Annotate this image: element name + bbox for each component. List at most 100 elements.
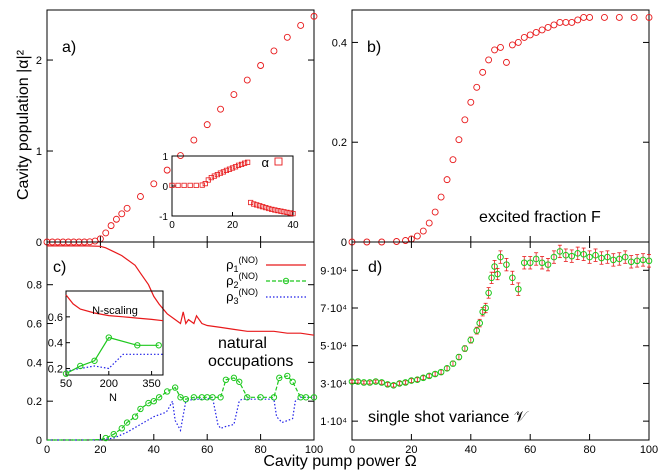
data-point xyxy=(479,68,487,76)
rho2-point xyxy=(155,394,163,401)
y-tick-label: 0.4 xyxy=(27,357,42,369)
rho2-point xyxy=(102,434,109,442)
data-point xyxy=(532,255,540,263)
data-point xyxy=(604,253,611,261)
x-tick-label: 60 xyxy=(201,444,213,456)
data-point xyxy=(243,76,251,84)
inset-data-point xyxy=(208,174,214,181)
data-point xyxy=(616,255,623,263)
rho2-point xyxy=(182,396,190,403)
inset-data-point xyxy=(266,205,272,212)
inset-data-point xyxy=(275,207,281,214)
x-tick-label: 0 xyxy=(44,444,50,456)
inset-y-tick-label: 0.2 xyxy=(48,364,63,376)
rho2-point xyxy=(190,394,198,401)
data-point xyxy=(230,91,238,99)
data-point xyxy=(473,327,481,334)
x-tick-label: 80 xyxy=(254,444,266,456)
data-point xyxy=(402,237,409,244)
data-point xyxy=(378,379,386,386)
inset-data-point xyxy=(226,166,233,172)
inset-y-tick-label: 1 xyxy=(162,152,168,163)
panel-d-annotation: single shot variance 𝒱 xyxy=(368,409,530,426)
inset-y-tick-label: 0 xyxy=(162,182,168,193)
rho2-point xyxy=(110,430,117,438)
panel-b-annotation: excited fraction F xyxy=(479,209,601,226)
data-point xyxy=(414,376,421,383)
rho2-point xyxy=(244,394,251,401)
y-tick-label: 0.2 xyxy=(27,396,42,408)
inset-data-point xyxy=(238,161,245,167)
inset-data-point xyxy=(202,180,208,187)
data-point xyxy=(580,14,588,21)
data-point xyxy=(443,365,451,372)
inset-rho2-point xyxy=(155,342,162,349)
inset-x-label: N xyxy=(109,392,117,404)
y-tick-label: 0 xyxy=(36,435,42,447)
inset-data-point xyxy=(235,162,242,168)
data-point xyxy=(502,58,510,66)
data-point xyxy=(503,261,510,268)
data-point xyxy=(630,14,638,21)
data-point xyxy=(550,253,558,261)
rho2-point xyxy=(163,388,171,395)
data-point xyxy=(425,219,433,227)
rho2-line xyxy=(47,375,314,441)
data-point xyxy=(520,33,528,41)
inset-rho2-point xyxy=(105,334,112,341)
data-point xyxy=(455,353,463,361)
legend-subscript: 2 xyxy=(233,280,238,290)
data-point xyxy=(556,19,564,26)
data-point xyxy=(526,259,534,267)
panel-b-label: b) xyxy=(367,39,381,56)
data-point xyxy=(390,382,397,389)
panel-c-label: c) xyxy=(53,259,66,276)
data-point xyxy=(150,180,158,188)
data-point xyxy=(586,14,594,21)
data-point xyxy=(562,19,570,26)
inset-data-point xyxy=(220,169,227,175)
data-point xyxy=(538,26,546,34)
data-point xyxy=(497,43,504,51)
y-tick-label: 0 xyxy=(341,237,347,249)
inset-data-point xyxy=(241,160,248,166)
data-point xyxy=(514,38,522,46)
inset-legend-marker xyxy=(274,157,283,166)
inset-rho2-point xyxy=(62,370,70,377)
rho3-line xyxy=(47,396,314,441)
data-point xyxy=(419,227,427,235)
rho2-point xyxy=(150,397,158,405)
rho2-point xyxy=(236,378,243,385)
inset-data-point xyxy=(269,206,275,212)
data-point xyxy=(538,259,546,267)
rho2-point xyxy=(118,425,125,432)
y-tick-label: 0.8 xyxy=(27,280,42,292)
x-tick-label: 20 xyxy=(405,444,417,456)
data-point xyxy=(467,336,475,344)
data-point xyxy=(526,31,534,39)
data-point xyxy=(431,208,439,216)
data-point xyxy=(297,22,305,29)
data-point xyxy=(509,274,516,282)
inset-data-point xyxy=(175,182,181,188)
data-point xyxy=(586,253,593,261)
data-point xyxy=(615,14,623,21)
data-point xyxy=(419,374,427,382)
panel-c: 0 0.2 0.4 0.6 0.8 0 20 40 60 80 100 c) naturaloccupa… xyxy=(27,241,323,456)
inset-data-point xyxy=(193,182,199,188)
x-tick-label: 20 xyxy=(94,444,106,456)
inset-x-tick-label: 350 xyxy=(142,378,160,390)
inset-data-point xyxy=(229,165,236,171)
data-point xyxy=(544,261,552,268)
x-tick-label: 100 xyxy=(640,444,658,456)
legend-subscript: 1 xyxy=(233,264,238,274)
inset-data-point xyxy=(214,171,220,178)
inset-data-point xyxy=(254,202,260,208)
y-tick-label: 9·10⁴ xyxy=(320,265,347,277)
data-point xyxy=(491,263,498,270)
data-point xyxy=(508,41,516,49)
y-tick-label: 0.6 xyxy=(27,319,42,331)
x-tick-label: 60 xyxy=(524,444,536,456)
rho2-point xyxy=(230,374,238,382)
